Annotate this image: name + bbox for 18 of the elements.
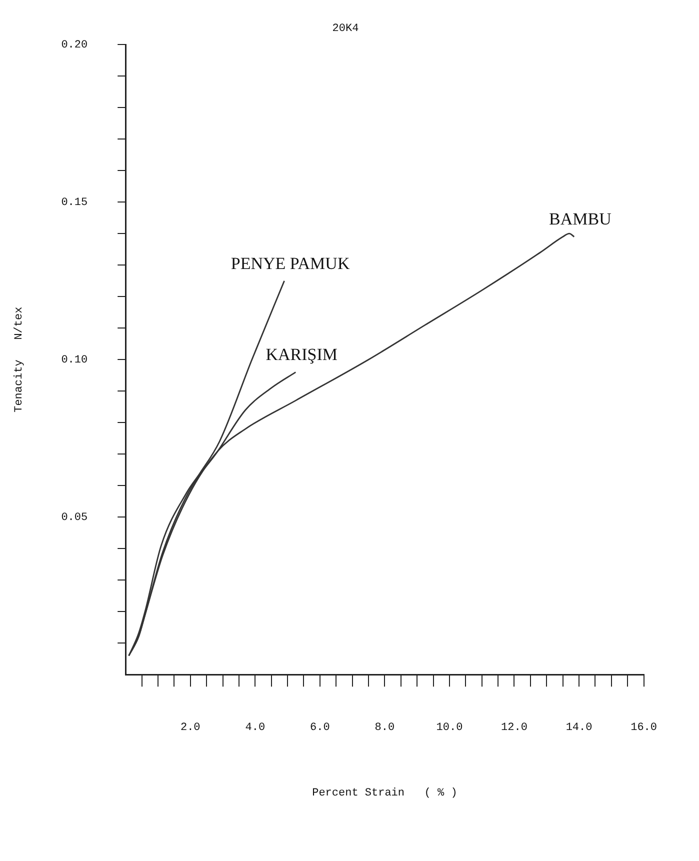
y-tick-label: 0.20 [61,40,88,52]
x-tick-label: 8.0 [374,722,395,734]
x-axis-title: Percent Strain ( % ) [312,787,458,800]
y-axis-title: Tenacity N/tex [14,306,26,412]
x-tick-label: 2.0 [180,722,200,734]
x-tick-label: 12.0 [501,722,528,734]
x-tick-label: 4.0 [245,722,266,734]
y-tick-label: 0.15 [61,197,88,210]
x-tick-label: 6.0 [310,722,330,734]
x-tick-label: 10.0 [436,722,463,734]
y-tick-label: 0.05 [61,512,88,524]
y-tick-label: 0.10 [61,354,88,367]
chart-title: 20K4 [332,22,360,35]
x-tick-label: 16.0 [630,722,657,734]
series-label: KARIŞIM [266,345,338,364]
series-label: BAMBU [548,210,612,229]
x-tick-label: 14.0 [566,722,592,734]
series-label: PENYE PAMUK [230,254,350,273]
